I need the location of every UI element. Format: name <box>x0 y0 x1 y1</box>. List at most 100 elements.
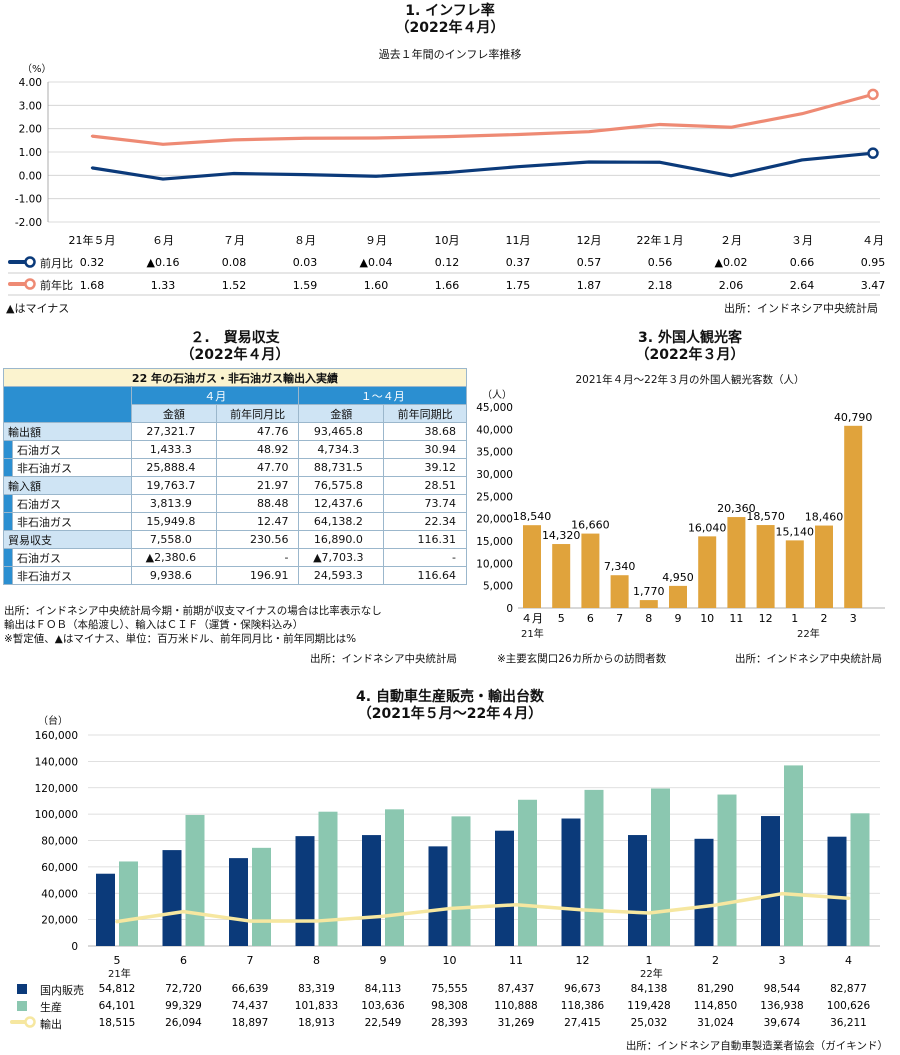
auto-domestic-value: 72,720 <box>165 983 202 995</box>
auto-ytick-label: 80,000 <box>41 836 78 848</box>
inflation-yoy-value: 1.59 <box>293 279 318 292</box>
auto-production-value: 74,437 <box>232 1000 269 1012</box>
tourists-ytick-label: 45,000 <box>476 402 513 414</box>
legend-yoy-icon <box>8 278 36 290</box>
trade-cell: 25,888.4 <box>131 458 217 477</box>
tourists-title-line1: 3. 外国人観光客 <box>638 330 742 346</box>
tourists-year-label-2: 22年 <box>797 629 820 640</box>
inflation-yoy-value: 2.64 <box>790 279 815 292</box>
inflation-title-line2: （2022年４月） <box>395 20 505 36</box>
tourists-bar <box>610 575 629 608</box>
tourists-xtick-label: 6 <box>587 612 594 625</box>
trade-cell: 27,321.7 <box>131 422 217 441</box>
trade-row-indent <box>3 548 13 567</box>
tourists-data-label: 40,790 <box>834 411 873 424</box>
inflation-ytick-label: -1.00 <box>15 194 42 206</box>
trade-cell: 88.48 <box>215 494 300 513</box>
trade-cell: ▲2,380.6 <box>131 548 217 567</box>
trade-cell: 24,593.3 <box>298 566 385 585</box>
auto-export-value: 18,515 <box>99 1017 136 1029</box>
auto-domestic-value: 66,639 <box>232 983 269 995</box>
trade-table-title: 22 年の石油ガス・非石油ガス輸出入実績 <box>3 368 467 387</box>
trade-col-yoy-month: 前年同月比 <box>215 404 300 423</box>
tourists-title: 3. 外国人観光客 （2022年３月） <box>540 330 840 364</box>
legend-export-icon <box>10 1016 36 1028</box>
auto-production-value: 101,833 <box>295 1000 338 1012</box>
inflation-mom-value: 0.08 <box>222 256 247 269</box>
auto-production-value: 103,636 <box>361 1000 405 1012</box>
trade-cell: 73.74 <box>383 494 467 513</box>
tourists-bar <box>581 533 600 608</box>
inflation-yoy-value: 1.33 <box>151 279 176 292</box>
inflation-ytick-label: 4.00 <box>19 77 42 89</box>
trade-row-indent <box>3 494 13 513</box>
inflation-yoy-value: 2.18 <box>648 279 673 292</box>
tourists-bar <box>552 544 571 608</box>
trade-cell: 48.92 <box>215 440 300 459</box>
tourists-bar <box>844 425 863 608</box>
auto-domestic-bar <box>694 838 714 946</box>
trade-cell: 19,763.7 <box>131 476 217 495</box>
tourists-ytick-label: 10,000 <box>476 558 513 570</box>
legend-production-icon <box>17 1001 27 1011</box>
trade-row: 非石油ガス 9,938.6 196.91 24,593.3 116.64 <box>3 566 467 585</box>
inflation-note: ▲はマイナス <box>6 302 70 315</box>
inflation-data-point <box>161 143 165 146</box>
inflation-end-marker <box>867 88 879 101</box>
tourists-bar <box>523 525 541 608</box>
auto-domestic-value: 75,555 <box>431 983 468 995</box>
tourists-data-label: 4,950 <box>662 571 694 584</box>
tourists-bar <box>669 585 687 608</box>
inflation-series-line <box>91 151 874 181</box>
inflation-xtick-label: ８月 <box>294 234 316 247</box>
trade-row: 石油ガス 3,813.9 88.48 12,437.6 73.74 <box>3 494 467 513</box>
trade-cell: 196.91 <box>215 566 300 585</box>
auto-production-bar <box>651 788 670 946</box>
tourists-xtick-label: 5 <box>558 612 565 625</box>
auto-source: 出所：インドネシア自動車製造業者協会（ガイキンド） <box>625 1040 888 1052</box>
trade-cell: 7,558.0 <box>131 530 217 549</box>
trade-cell: ▲7,703.3 <box>298 548 385 567</box>
trade-cell: 12.47 <box>215 512 300 531</box>
auto-domestic-bar <box>96 873 115 946</box>
trade-cell: 28.51 <box>383 476 467 495</box>
inflation-xtick-label: 11月 <box>506 234 531 247</box>
auto-xtick-label: 12 <box>576 954 590 967</box>
auto-production-value: 119,428 <box>627 1000 670 1012</box>
trade-row-label: 非石油ガス <box>11 512 133 531</box>
tourists-data-label: 18,570 <box>746 510 785 523</box>
inflation-chart: 4.00 3.00 2.00 1.00 0.00 -1.00 -2.00 21年５月 ６月 ７月… <box>8 77 885 296</box>
auto-export-value: 36,211 <box>830 1017 867 1029</box>
auto-year-label-1: 21年 <box>108 969 131 980</box>
inflation-mom-value: ▲0.04 <box>360 256 393 269</box>
auto-domestic-value: 83,319 <box>298 983 335 995</box>
trade-header-period2: １～４月 <box>298 386 467 405</box>
auto-production-bar <box>185 815 205 946</box>
trade-row-indent <box>3 512 13 531</box>
inflation-data-point <box>800 158 804 162</box>
legend-domestic-label: 国内販売 <box>40 984 84 997</box>
trade-row-label: 非石油ガス <box>11 458 133 477</box>
tourists-bar <box>815 525 833 608</box>
trade-row: 非石油ガス 25,888.4 47.70 88,731.5 39.12 <box>3 458 467 477</box>
trade-cell: 116.31 <box>383 530 467 549</box>
tourists-bar <box>639 600 658 608</box>
auto-domestic-bar <box>162 850 182 946</box>
tourists-ytick-label: 20,000 <box>476 514 513 526</box>
auto-xtick-label: 10 <box>443 954 457 967</box>
trade-cell: 3,813.9 <box>131 494 217 513</box>
inflation-yoy-value: 1.52 <box>222 279 247 292</box>
tourists-xtick-label: 10 <box>700 612 714 625</box>
inflation-data-point <box>729 174 733 177</box>
trade-cell: 47.76 <box>215 422 300 441</box>
auto-export-value: 39,674 <box>764 1017 801 1029</box>
trade-col-yoy-period: 前年同期比 <box>383 404 467 423</box>
trade-row-label: 輸入額 <box>2 476 133 495</box>
inflation-yoy-value: 1.87 <box>577 279 602 292</box>
trade-cell: 38.68 <box>383 422 467 441</box>
tourists-data-label: 7,340 <box>604 560 636 573</box>
trade-col-amount-1: 金額 <box>131 404 217 423</box>
inflation-data-point <box>232 138 236 142</box>
auto-title-line2: （2021年５月～22年４月） <box>357 706 543 722</box>
auto-production-value: 98,308 <box>431 1000 468 1012</box>
